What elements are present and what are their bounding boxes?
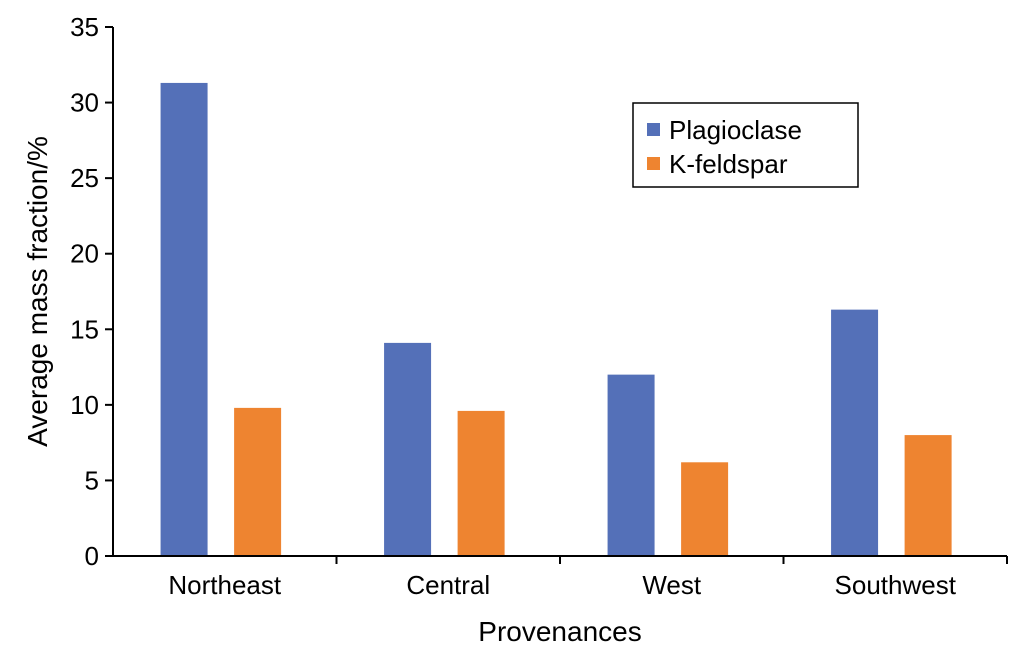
bar-k-feldspar <box>904 435 952 556</box>
y-tick-label: 0 <box>85 541 99 571</box>
bar-k-feldspar <box>457 410 505 556</box>
legend-swatch <box>647 123 660 136</box>
bar-k-feldspar <box>681 462 729 556</box>
y-tick-label: 35 <box>70 12 99 42</box>
bar-plagioclase <box>831 309 879 556</box>
y-tick-label: 5 <box>85 465 99 495</box>
legend-items: Plagioclase K-feldspar <box>647 115 802 179</box>
x-ticks: Northeast Central West Southwest <box>168 556 1008 600</box>
y-ticks: 0 5 10 15 20 25 30 35 <box>70 12 113 571</box>
y-tick-label: 10 <box>70 390 99 420</box>
legend-label: Plagioclase <box>669 115 802 145</box>
legend: Plagioclase K-feldspar <box>632 102 859 188</box>
y-tick-label: 25 <box>70 163 99 193</box>
legend-box <box>632 102 859 188</box>
legend-label: K-feldspar <box>669 149 788 179</box>
y-axis-title: Average mass fraction/% <box>22 136 53 447</box>
y-tick-label: 30 <box>70 88 99 118</box>
x-tick-label: West <box>642 570 702 600</box>
bar-plagioclase <box>607 374 655 556</box>
legend-swatch <box>647 157 660 170</box>
bars-layer <box>160 82 952 557</box>
bar-k-feldspar <box>234 407 282 556</box>
y-tick-label: 20 <box>70 239 99 269</box>
x-tick-label: Southwest <box>835 570 957 600</box>
bar-plagioclase <box>160 82 208 557</box>
y-tick-label: 15 <box>70 314 99 344</box>
x-tick-label: Northeast <box>168 570 281 600</box>
x-tick-label: Central <box>406 570 490 600</box>
bar-plagioclase <box>384 342 432 556</box>
x-axis-title: Provenances <box>478 616 641 647</box>
